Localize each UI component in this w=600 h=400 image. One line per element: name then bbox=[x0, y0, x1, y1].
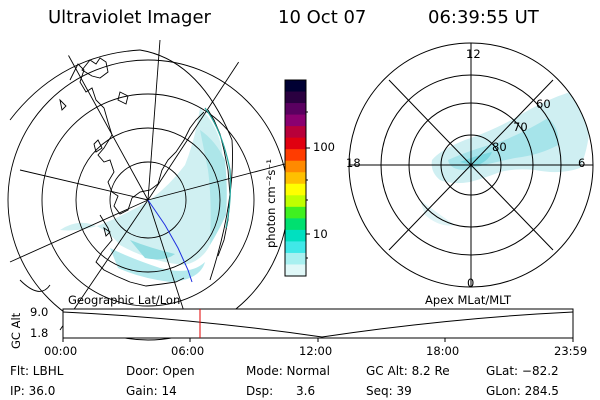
time-tick-0600: 06:00 bbox=[171, 344, 205, 358]
mlat-label-80: 80 bbox=[492, 140, 507, 154]
mlt-label-6: 6 bbox=[578, 156, 586, 170]
altitude-tick-9: 9.0 bbox=[30, 305, 49, 319]
altitude-axis-label: GC Alt bbox=[9, 312, 23, 349]
colorbar-segment bbox=[285, 206, 306, 219]
colorbar bbox=[285, 80, 306, 277]
graticule bbox=[0, 35, 313, 365]
colorbar-segment bbox=[285, 91, 306, 104]
seq-info: Seq: 39 bbox=[366, 384, 412, 398]
geographic-map bbox=[0, 35, 313, 365]
geographic-panel-label: Geographic Lat/Lon bbox=[68, 293, 181, 307]
colorbar-segment bbox=[285, 252, 306, 266]
altitude-tick-1-8: 1.8 bbox=[30, 326, 49, 340]
mlat-label-70: 70 bbox=[513, 120, 528, 134]
colorbar-tick-10: 10 bbox=[313, 227, 328, 241]
time-label: 06:39:55 UT bbox=[428, 7, 539, 28]
gain-info: Gain: 14 bbox=[126, 384, 177, 398]
dsp-info: Dsp: 3.6 bbox=[246, 384, 316, 398]
colorbar-segment bbox=[285, 241, 306, 254]
mlat-label-60: 60 bbox=[536, 97, 551, 111]
filter-info: Flt: LBHL bbox=[10, 364, 64, 378]
time-tick-0000: 00:00 bbox=[44, 344, 78, 358]
colorbar-segment bbox=[285, 149, 306, 162]
apex-panel-label: Apex MLat/MLT bbox=[425, 293, 512, 307]
altitude-plot bbox=[62, 308, 574, 342]
apex-polar-plot bbox=[348, 42, 594, 288]
mlt-label-12: 12 bbox=[466, 47, 481, 61]
time-tick-1800: 18:00 bbox=[426, 344, 460, 358]
colorbar-segment bbox=[285, 195, 306, 208]
colorbar-tick-100: 100 bbox=[313, 140, 335, 154]
gc-alt-info: GC Alt: 8.2 Re bbox=[366, 364, 450, 378]
auroral-emission-left bbox=[60, 108, 227, 282]
colorbar-segment bbox=[285, 264, 306, 277]
colorbar-segment bbox=[285, 229, 306, 243]
colorbar-unit-label: photon cm⁻²s⁻¹ bbox=[264, 159, 278, 248]
colorbar-segment bbox=[285, 137, 306, 150]
coastline bbox=[59, 57, 231, 287]
door-info: Door: Open bbox=[126, 364, 195, 378]
colorbar-segment bbox=[285, 103, 306, 116]
colorbar-segment bbox=[285, 172, 306, 185]
mlt-label-18: 18 bbox=[346, 156, 361, 170]
colorbar-segment bbox=[285, 80, 306, 93]
colorbar-segment bbox=[285, 183, 306, 196]
ip-info: IP: 36.0 bbox=[10, 384, 56, 398]
instrument-title: Ultraviolet Imager bbox=[48, 7, 211, 28]
colorbar-segment bbox=[285, 218, 306, 231]
colorbar-segment bbox=[285, 126, 306, 139]
time-tick-1200: 12:00 bbox=[299, 344, 333, 358]
glat-info: GLat: −82.2 bbox=[486, 364, 559, 378]
time-tick-2359: 23:59 bbox=[554, 344, 588, 358]
colorbar-segment bbox=[285, 160, 306, 173]
colorbar-segment bbox=[285, 114, 306, 127]
mlt-label-0: 0 bbox=[467, 276, 475, 290]
mlt-lines bbox=[349, 43, 593, 287]
date-label: 10 Oct 07 bbox=[278, 7, 367, 28]
colorbar-frame bbox=[284, 79, 307, 277]
glon-info: GLon: 284.5 bbox=[486, 384, 559, 398]
auroral-emission-right bbox=[420, 92, 590, 226]
mode-info: Mode: Normal bbox=[246, 364, 330, 378]
